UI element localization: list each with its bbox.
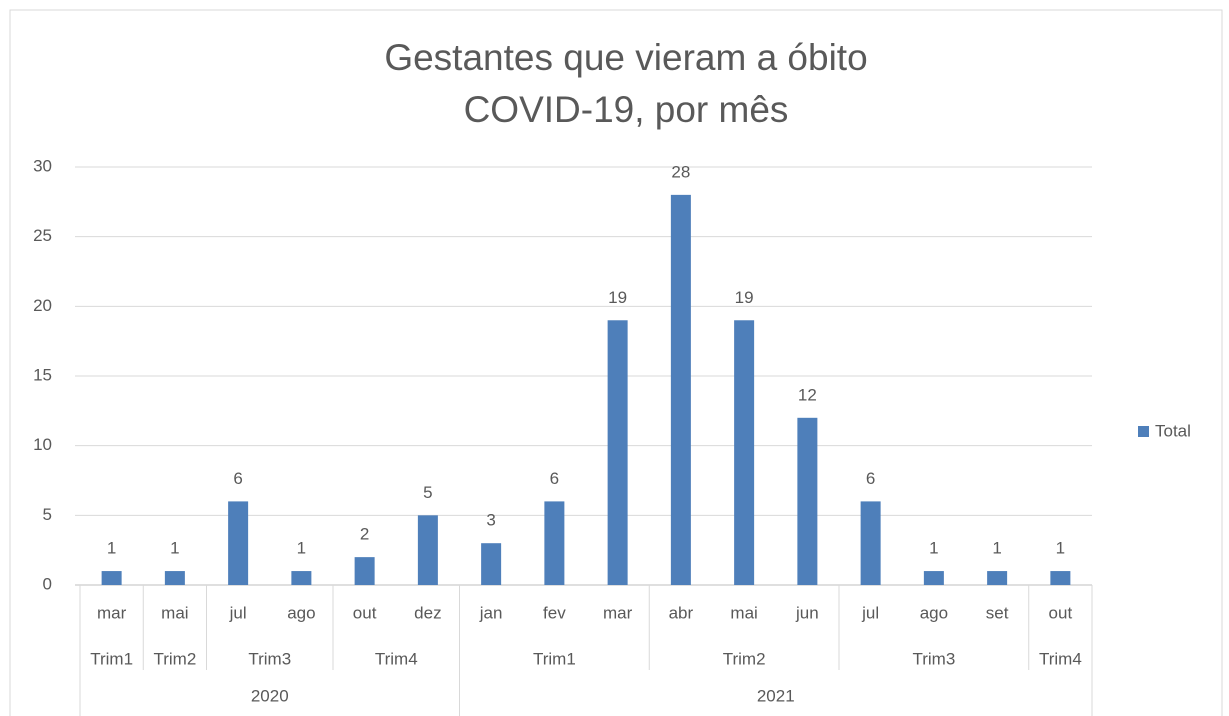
x-tick-label: jul (861, 603, 879, 622)
bar (544, 501, 565, 585)
y-tick-label: 10 (33, 435, 52, 454)
bar (101, 571, 122, 585)
bar (987, 571, 1008, 585)
group-label: Trim2 (723, 649, 766, 668)
bar (291, 571, 312, 585)
bar (481, 543, 502, 585)
y-tick-label: 0 (43, 574, 52, 593)
data-label: 2 (360, 525, 369, 544)
bar (228, 501, 249, 585)
y-tick-label: 30 (33, 156, 52, 175)
x-tick-label: out (1049, 603, 1073, 622)
bar (797, 417, 818, 585)
data-label: 1 (992, 539, 1001, 558)
data-label: 1 (929, 539, 938, 558)
x-tick-label: mar (603, 603, 633, 622)
x-tick-label: fev (543, 603, 566, 622)
data-label: 19 (735, 288, 754, 307)
bar (417, 515, 438, 585)
y-tick-label: 20 (33, 296, 52, 315)
x-tick-label: abr (669, 603, 694, 622)
data-label: 12 (798, 385, 817, 404)
bar (923, 571, 944, 585)
bar (164, 571, 185, 585)
bar (670, 194, 691, 585)
x-tick-label: dez (414, 603, 441, 622)
bar (860, 501, 881, 585)
data-label: 1 (170, 539, 179, 558)
group-label: 2020 (251, 686, 289, 705)
x-tick-label: jan (479, 603, 503, 622)
x-tick-label: jun (795, 603, 819, 622)
group-label: Trim1 (90, 649, 133, 668)
data-label: 1 (297, 539, 306, 558)
bar (734, 320, 755, 585)
x-tick-label: set (986, 603, 1009, 622)
data-label: 1 (107, 539, 116, 558)
data-label: 6 (866, 469, 875, 488)
legend-label: Total (1155, 421, 1191, 440)
x-tick-label: jul (229, 603, 247, 622)
legend-swatch (1138, 426, 1149, 437)
group-label: Trim3 (912, 649, 955, 668)
data-label: 19 (608, 288, 627, 307)
data-label: 5 (423, 483, 432, 502)
bar (354, 557, 375, 585)
x-tick-label: mai (730, 603, 757, 622)
data-label: 6 (233, 469, 242, 488)
chart-title: Gestantes que vieram a óbito (384, 37, 867, 78)
y-tick-label: 15 (33, 365, 52, 384)
bar (607, 320, 628, 585)
chart-title: COVID-19, por mês (464, 89, 789, 130)
group-label: Trim4 (375, 649, 418, 668)
group-label: 2021 (757, 686, 795, 705)
x-tick-label: out (353, 603, 377, 622)
x-tick-label: mar (97, 603, 127, 622)
group-label: Trim3 (248, 649, 291, 668)
bar (1050, 571, 1071, 585)
y-tick-label: 5 (43, 505, 52, 524)
group-label: Trim2 (153, 649, 196, 668)
data-label: 1 (1056, 539, 1065, 558)
x-tick-label: ago (287, 603, 315, 622)
x-tick-label: mai (161, 603, 188, 622)
data-label: 3 (486, 511, 495, 530)
group-label: Trim1 (533, 649, 576, 668)
y-tick-label: 25 (33, 226, 52, 245)
data-label: 6 (550, 469, 559, 488)
group-label: Trim4 (1039, 649, 1082, 668)
x-tick-label: ago (920, 603, 948, 622)
data-label: 28 (671, 162, 690, 181)
